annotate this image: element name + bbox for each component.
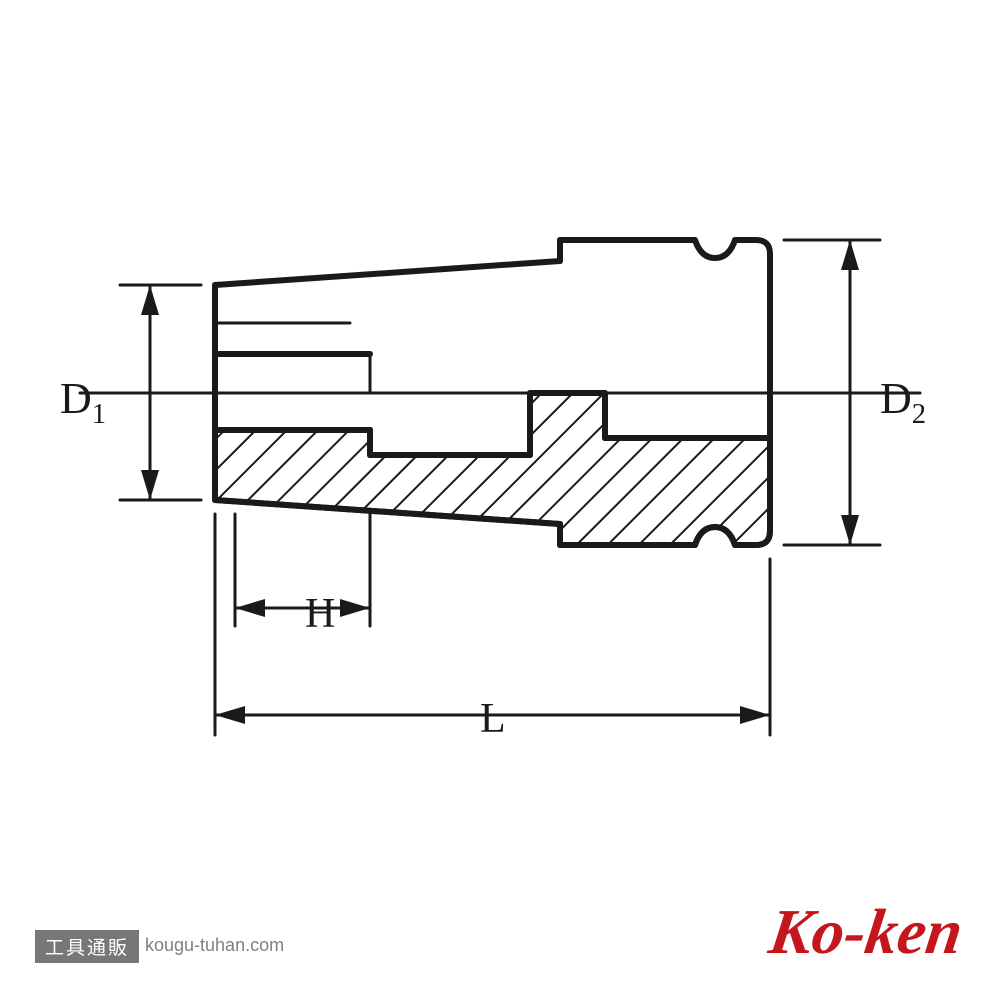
dimension-label-d2: D2 [880, 373, 926, 431]
brand-logo: Ko-ken [765, 895, 967, 969]
footer-badge: 工具通販 [35, 930, 139, 963]
dimension-label-d1: D1 [60, 373, 106, 431]
technical-drawing [0, 0, 1000, 1000]
diagram-stage: D1 D2 H L Ko-ken 工具通販 kougu-tuhan.com [0, 0, 1000, 1000]
footer-url: kougu-tuhan.com [145, 935, 284, 956]
dimension-label-h: H [305, 590, 335, 638]
dimension-label-l: L [480, 695, 506, 743]
